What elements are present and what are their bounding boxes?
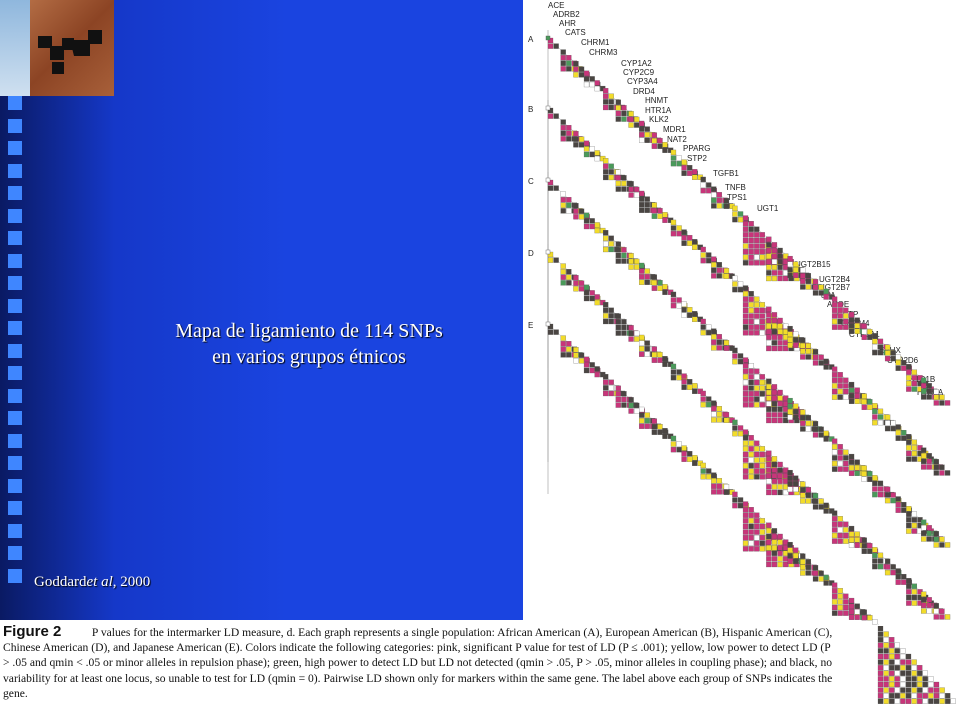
gene-label: PPARG bbox=[683, 144, 710, 153]
gene-label: ACE bbox=[548, 1, 564, 10]
population-label: C bbox=[528, 177, 534, 186]
population-ld-strip bbox=[545, 172, 951, 548]
population-ld-strip bbox=[545, 30, 951, 406]
credit-author: Goddard bbox=[34, 574, 87, 590]
logo-image bbox=[0, 0, 114, 96]
gene-label: TPS1 bbox=[727, 193, 748, 202]
gene-label: NAT2 bbox=[667, 135, 687, 144]
gene-label: CATS bbox=[565, 28, 586, 37]
figure-caption: Figure 2 P values for the intermarker LD… bbox=[3, 624, 833, 701]
gene-label: TGFB1 bbox=[713, 169, 739, 178]
gene-label: HNMT bbox=[645, 96, 668, 105]
decorative-squares-column bbox=[8, 96, 24, 591]
gene-label: UGT2B15 bbox=[795, 260, 831, 269]
gene-label: HTR1A bbox=[645, 106, 672, 115]
slide-caption-line2: en varios grupos étnicos bbox=[212, 346, 406, 368]
population-label: E bbox=[528, 321, 533, 330]
gene-label: MDR1 bbox=[663, 125, 686, 134]
gene-label: KLK2 bbox=[649, 115, 669, 124]
gene-label: UGT1 bbox=[757, 204, 779, 213]
gene-label: ADRB2 bbox=[553, 10, 580, 19]
population-ld-strip bbox=[545, 244, 951, 620]
population-label: A bbox=[528, 35, 534, 44]
gene-label: CYP1A1 bbox=[849, 330, 880, 339]
credit-year: , 2000 bbox=[112, 574, 151, 590]
gene-label: UGT2B7 bbox=[819, 283, 851, 292]
gene-label: CYP3A4 bbox=[627, 77, 658, 86]
credit-etal: et al bbox=[86, 574, 113, 590]
population-label: B bbox=[528, 105, 533, 114]
figure-continuation-strip bbox=[877, 626, 956, 704]
slide-background-panel: Mapa de ligamiento de 114 SNPs en varios… bbox=[0, 0, 523, 620]
gene-label: AHR bbox=[559, 19, 576, 28]
gene-label: TNFB bbox=[725, 183, 746, 192]
figure-label: Figure 2 bbox=[3, 623, 62, 640]
gene-label: CYP1A2 bbox=[621, 59, 652, 68]
gene-label: STP2 bbox=[687, 154, 708, 163]
gene-label: CHRM1 bbox=[581, 38, 610, 47]
slide-caption: Mapa de ligamiento de 114 SNPs en varios… bbox=[114, 318, 504, 370]
slide-caption-line1: Mapa de ligamiento de 114 SNPs bbox=[175, 320, 443, 342]
gene-label: CHRM3 bbox=[589, 48, 618, 57]
population-label: D bbox=[528, 249, 534, 258]
figure-caption-text: P values for the intermarker LD measure,… bbox=[3, 626, 833, 700]
population-ld-strip bbox=[545, 100, 951, 476]
ld-map-figure: ACEADRB2AHRCATSCHRM1CHRM3CYP1A2CYP2C9CYP… bbox=[528, 1, 951, 625]
slide-credit: Goddardet al, 2000 bbox=[34, 574, 150, 591]
gene-label: CYP2C9 bbox=[623, 68, 655, 77]
gene-label: UGT2B4 bbox=[819, 275, 851, 284]
gene-label: DRD4 bbox=[633, 87, 655, 96]
population-ld-strip bbox=[545, 316, 880, 625]
